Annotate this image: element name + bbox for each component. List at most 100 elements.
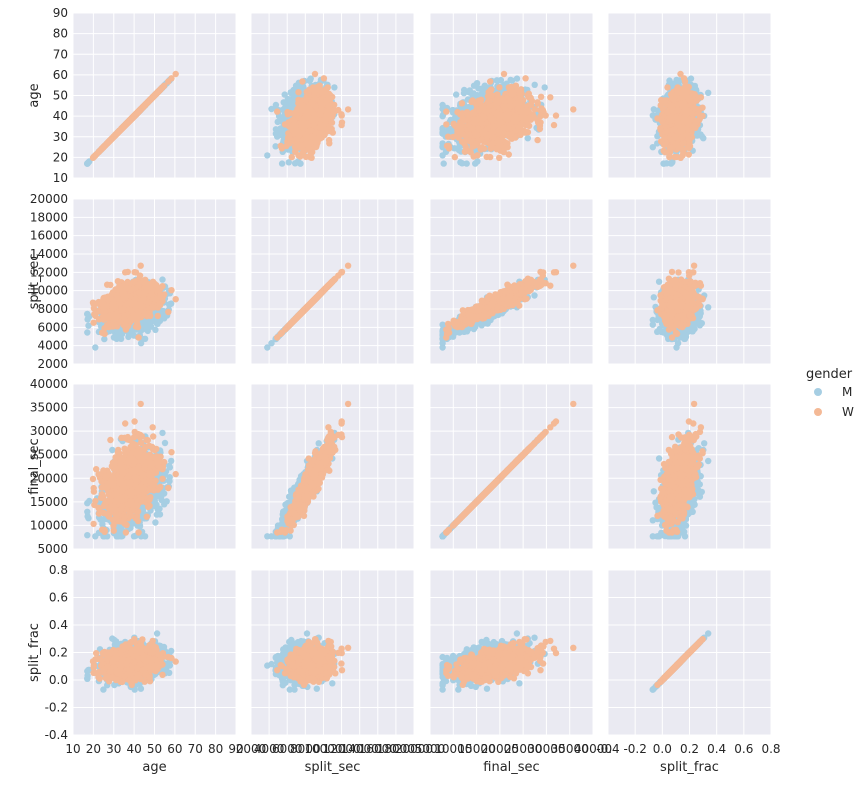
point-M <box>507 76 514 84</box>
point-M <box>264 152 271 159</box>
point-W <box>274 108 281 115</box>
y-axis-label: age <box>27 83 42 107</box>
y-tick-label: 60 <box>53 68 68 82</box>
point-W <box>118 125 126 132</box>
point-W <box>338 121 345 129</box>
point-layer <box>264 70 352 167</box>
panel-age-vs-age <box>72 12 237 179</box>
point-W <box>326 91 334 99</box>
point-M <box>287 89 294 96</box>
panel-age-vs-final_sec <box>429 12 594 179</box>
point-M <box>439 113 446 120</box>
point-W <box>308 117 315 124</box>
point-W <box>328 113 336 120</box>
y-tick-label: 90 <box>53 6 68 20</box>
point-W <box>291 143 299 151</box>
point-W <box>290 117 298 124</box>
point-W <box>320 75 328 82</box>
point-M <box>439 152 446 159</box>
point-W <box>296 131 303 138</box>
point-W <box>296 108 303 116</box>
point-M <box>459 160 466 167</box>
point-W <box>141 102 148 109</box>
point-W <box>311 144 319 151</box>
point-M <box>475 85 482 92</box>
point-W <box>299 78 306 85</box>
point-M <box>474 158 481 165</box>
point-M <box>272 101 280 109</box>
point-M <box>439 101 446 109</box>
point-W <box>292 122 299 129</box>
point-M <box>453 91 460 98</box>
point-M <box>281 91 288 98</box>
point-W <box>443 121 450 128</box>
point-W <box>306 153 314 161</box>
point-M <box>449 128 456 135</box>
point-W <box>297 153 304 160</box>
point-M <box>84 160 91 167</box>
point-W <box>299 144 306 151</box>
point-W <box>304 134 312 141</box>
point-W <box>151 91 159 99</box>
point-W <box>172 70 179 78</box>
point-M <box>440 160 447 167</box>
point-M <box>513 75 521 82</box>
point-M <box>473 80 481 87</box>
point-W <box>157 86 164 93</box>
point-W <box>284 111 292 118</box>
point-W <box>318 108 325 115</box>
point-M <box>461 86 468 94</box>
point-M <box>289 101 297 108</box>
panel-age-vs-split_sec <box>250 12 415 179</box>
point-W <box>328 119 336 126</box>
point-W <box>344 106 352 113</box>
point-W <box>311 112 318 119</box>
point-M <box>439 129 446 136</box>
point-M <box>276 128 284 135</box>
point-W <box>307 127 314 134</box>
point-W <box>531 106 538 113</box>
point-W <box>534 136 541 144</box>
point-M <box>531 81 538 89</box>
point-W <box>537 93 545 101</box>
y-tick-label: 20 <box>53 150 68 164</box>
point-W <box>291 109 298 117</box>
point-W <box>318 102 325 109</box>
point-W <box>500 70 508 78</box>
point-M <box>494 77 501 84</box>
point-W <box>322 118 329 125</box>
point-M <box>455 146 463 154</box>
point-M <box>331 84 338 91</box>
y-tick-label: 10 <box>53 171 68 185</box>
point-W <box>289 127 296 134</box>
y-tick-label: 80 <box>53 27 68 41</box>
point-W <box>99 144 107 151</box>
point-M <box>291 160 299 167</box>
point-M <box>285 159 292 166</box>
y-tick-label: 50 <box>53 89 68 103</box>
point-M <box>268 105 275 113</box>
point-M <box>274 118 281 126</box>
point-W <box>314 86 321 93</box>
point-W <box>301 125 308 132</box>
point-W <box>522 75 529 82</box>
point-M <box>501 81 508 89</box>
point-W <box>304 111 311 118</box>
point-W <box>110 134 117 141</box>
point-W <box>496 154 503 161</box>
point-M <box>285 96 293 104</box>
point-M <box>307 75 314 82</box>
point-M <box>278 160 286 167</box>
point-W <box>283 142 290 150</box>
point-W <box>331 101 338 109</box>
point-W <box>135 108 142 116</box>
point-W <box>505 151 512 158</box>
point-W <box>295 89 302 96</box>
point-W <box>325 136 333 144</box>
point-W <box>126 117 133 124</box>
point-W <box>314 136 321 144</box>
point-W <box>443 108 450 115</box>
point-layer <box>439 70 577 167</box>
point-W <box>552 112 560 119</box>
